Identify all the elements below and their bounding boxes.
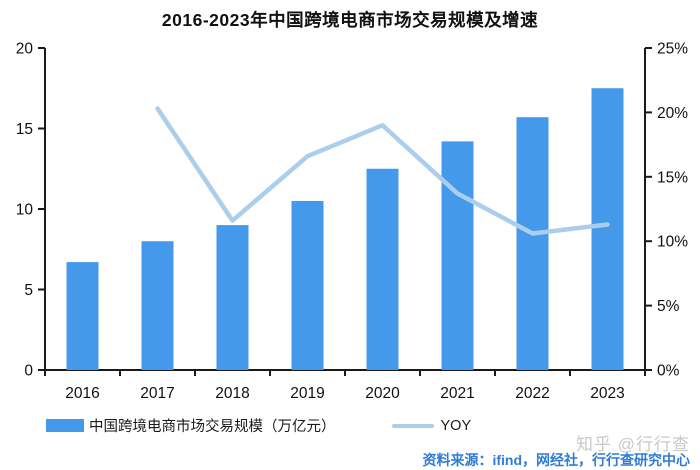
left-axis-tick-label: 0 bbox=[24, 363, 33, 380]
bar-series-label: 中国跨境电商市场交易规模（万亿元） bbox=[89, 419, 336, 435]
page-title: 2016-2023年中国跨境电商市场交易规模及增速 bbox=[161, 10, 539, 30]
yoy-line bbox=[155, 106, 610, 236]
bar-2019 bbox=[291, 200, 324, 370]
line-series-swatch-icon bbox=[391, 423, 434, 428]
x-axis-label-2017: 2017 bbox=[140, 385, 174, 402]
x-axis-label-2021: 2021 bbox=[440, 385, 474, 402]
bar-2017 bbox=[141, 241, 174, 370]
right-axis-tick-label: 20% bbox=[657, 105, 688, 122]
chart-canvas: 0 5 10 15 20 0% 5% 10% 15% 20% 25% 2016 2017 2018 2019… bbox=[16, 41, 688, 403]
right-axis-tick-label: 25% bbox=[657, 41, 688, 58]
bar-2016 bbox=[66, 262, 99, 370]
footer: 知乎 @行行查 资料来源：ifind，网经社，行行查研究中心 bbox=[422, 435, 690, 468]
left-axis-tick-label: 20 bbox=[16, 41, 34, 58]
x-axis-label-2022: 2022 bbox=[515, 385, 549, 402]
bar-2020 bbox=[366, 168, 399, 370]
right-axis-tick-label: 15% bbox=[657, 169, 688, 186]
left-axis-tick-label: 10 bbox=[16, 202, 34, 219]
right-axis-tick-label: 10% bbox=[657, 234, 688, 251]
right-axis-tick-label: 5% bbox=[657, 298, 680, 315]
bar-series-swatch-icon bbox=[46, 419, 84, 432]
legend: 中国跨境电商市场交易规模（万亿元） YOY bbox=[46, 415, 471, 436]
source-text: 资料来源：ifind，网经社，行行查研究中心 bbox=[422, 451, 690, 468]
watermark: 知乎 @行行查 bbox=[576, 435, 690, 455]
x-axis-label-2018: 2018 bbox=[215, 385, 249, 402]
x-axis-label-2023: 2023 bbox=[590, 385, 624, 402]
line-series-label: YOY bbox=[440, 417, 472, 434]
bar-2021 bbox=[441, 141, 474, 370]
legend-item-line: YOY bbox=[391, 417, 472, 434]
x-axis-label-2019: 2019 bbox=[290, 385, 324, 402]
x-axis-label-2016: 2016 bbox=[65, 385, 99, 402]
bar-2018 bbox=[216, 225, 249, 370]
left-axis-tick-label: 15 bbox=[16, 121, 33, 138]
legend-item-bars: 中国跨境电商市场交易规模（万亿元） bbox=[46, 415, 336, 436]
right-axis-tick-label: 0% bbox=[657, 363, 680, 380]
bar-2023 bbox=[591, 88, 624, 370]
left-axis-tick-label: 5 bbox=[24, 282, 33, 299]
bar-2022 bbox=[516, 117, 549, 370]
x-axis-label-2020: 2020 bbox=[365, 385, 400, 402]
